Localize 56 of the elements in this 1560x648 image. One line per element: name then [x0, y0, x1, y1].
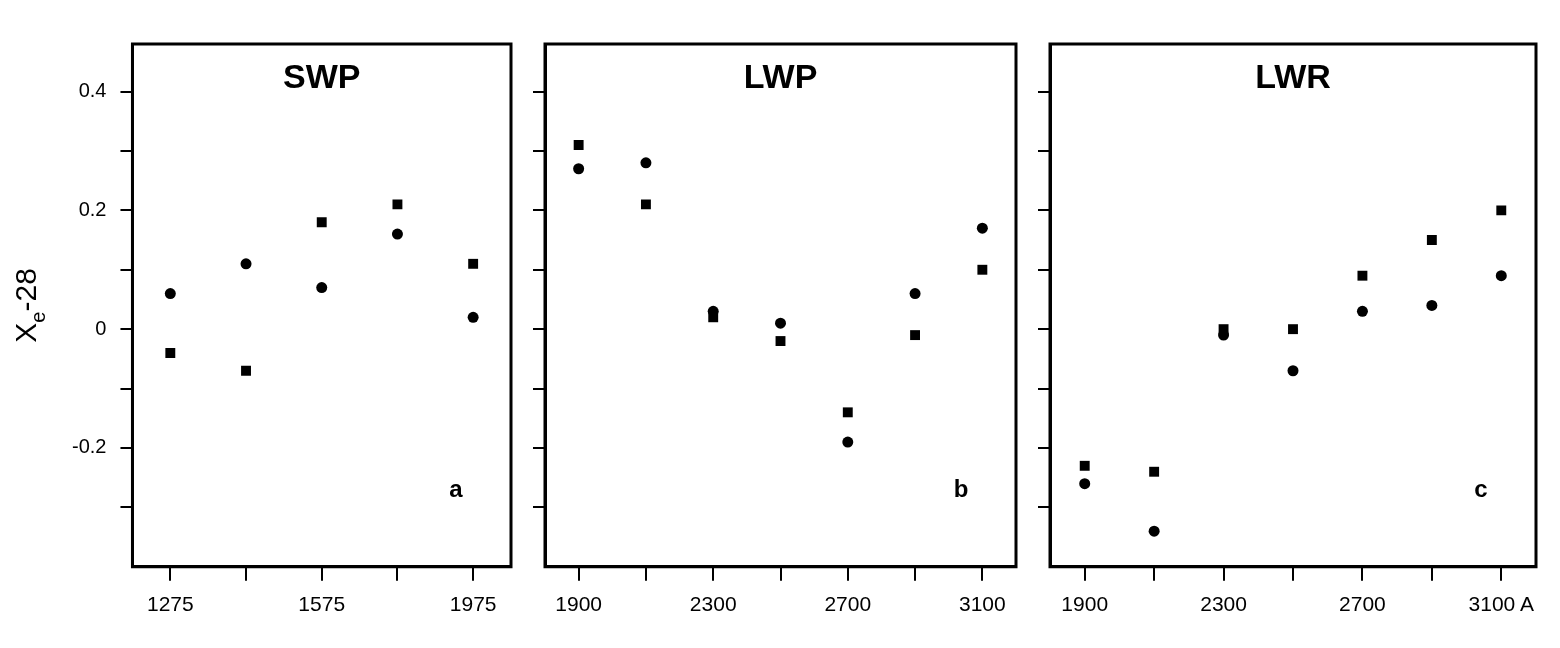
point — [640, 199, 651, 210]
x-tick-label: 1900 — [555, 592, 602, 616]
y-tick-label: 0 — [95, 316, 107, 339]
point — [977, 264, 988, 275]
point — [392, 199, 403, 210]
point — [1149, 466, 1160, 477]
point — [391, 228, 403, 240]
x-tick-label: 2300 — [689, 592, 737, 616]
point — [1495, 270, 1507, 282]
x-tick-label: 1900 — [1061, 592, 1109, 616]
point — [573, 163, 585, 175]
point — [316, 282, 328, 294]
point — [976, 222, 988, 234]
x-tick-label: 3100 — [959, 592, 1006, 616]
point — [1496, 205, 1507, 216]
point — [164, 288, 176, 300]
point — [1426, 299, 1438, 311]
point — [573, 140, 584, 150]
point — [1287, 365, 1299, 377]
x-tick-label: 2300 — [1200, 592, 1247, 616]
y-axis-title: Xe-28 — [9, 268, 49, 343]
point — [842, 407, 853, 418]
x-tick-label: 2700 — [1339, 592, 1386, 616]
point — [775, 336, 786, 346]
point — [1079, 478, 1091, 490]
point — [165, 347, 176, 358]
point — [1426, 235, 1437, 245]
point — [1356, 305, 1368, 317]
point — [316, 217, 327, 228]
point — [240, 258, 252, 270]
point — [910, 330, 921, 341]
x-tick-label: 3100 A — [1468, 592, 1534, 616]
chart-title: LWR — [1255, 57, 1331, 95]
point — [1148, 525, 1160, 537]
y-tick-label: 0.2 — [78, 197, 107, 220]
chart-title: SWP — [283, 57, 361, 95]
point — [241, 365, 251, 376]
annotation: c — [1474, 474, 1488, 502]
point — [640, 157, 652, 169]
x-tick-label: 1275 — [146, 592, 194, 616]
point — [775, 317, 786, 329]
point — [467, 311, 479, 323]
point — [1357, 270, 1368, 281]
x-tick-label: 1975 — [449, 592, 497, 616]
point — [909, 288, 921, 300]
point — [468, 258, 479, 269]
x-tick-label: 1575 — [298, 592, 346, 616]
annotation: a — [449, 474, 464, 502]
point — [1288, 324, 1298, 335]
annotation: b — [953, 474, 969, 502]
y-tick-label: -0.2 — [71, 435, 107, 458]
point — [1079, 460, 1090, 471]
x-tick-label: 2700 — [824, 592, 872, 616]
y-tick-label: 0.4 — [78, 79, 107, 102]
chart-title: LWP — [743, 57, 818, 95]
point — [842, 436, 854, 448]
